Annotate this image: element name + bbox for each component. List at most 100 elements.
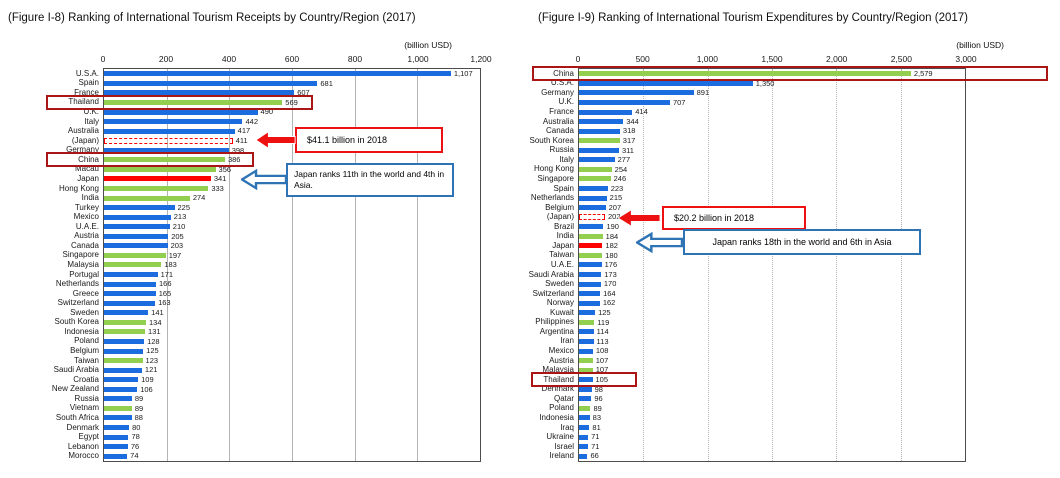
plot-area: 2,579 1,350 891 707 414 344 318 317 311 277 254 246… [578,68,966,462]
bar-row: 131 [104,327,480,337]
category-label: U.S.A. [75,68,99,78]
bar-green [104,166,216,172]
bar-row: 490 [104,107,480,117]
category-label: Australia [542,116,574,126]
category-label: Japan [552,240,574,250]
bar-blue [579,386,592,392]
bar-blue [104,109,258,115]
value-label: 121 [144,365,158,375]
bar-blue [104,90,295,96]
bar-green [579,252,603,258]
bar-blue [104,119,243,125]
bar-row: 114 [579,327,965,337]
category-label: Spain [553,183,574,193]
category-label: Germany [66,145,99,155]
category-label: China [78,154,99,164]
bar-row: 80 [104,423,480,433]
expenditures-chart-panel: (Figure I-9) Ranking of International To… [529,0,1060,478]
bar-green [579,233,603,239]
bar-green [104,252,166,258]
category-label: Austria [74,231,99,241]
bar-row: 89 [579,404,965,414]
highlight-box-china [46,152,254,168]
bar-green [104,319,146,325]
annotation-blue-box: Japan ranks 18th in the world and 6th in… [683,229,921,255]
bar-row: 414 [579,107,965,117]
bar-row: 105 [579,375,965,385]
value-label: 254 [614,164,628,174]
bar-row: 108 [579,346,965,356]
bar-row: 411 [104,136,480,146]
value-label: 197 [168,250,182,260]
bar-row: 123 [104,356,480,366]
bar-row: 128 [104,337,480,347]
bar-row: 318 [579,126,965,136]
value-label: 128 [147,336,160,346]
bar-row: 215 [579,193,965,203]
category-label: Malaysia [542,365,574,375]
value-label: 207 [608,202,622,212]
red-left-arrow-icon [617,207,661,234]
value-label: 225 [177,202,191,212]
value-label: 123 [145,355,159,365]
value-label: 277 [617,155,631,165]
unit-label: (billion USD) [956,40,1004,50]
bar-green [579,71,911,77]
bar-row: 254 [579,165,965,175]
bar-row: 356 [104,165,480,175]
category-label: Hong Kong [58,183,99,193]
category-label: Switzerland [532,288,574,298]
bar-blue [579,147,619,153]
bar-blue [104,367,142,373]
value-label: 83 [592,413,602,423]
value-label: 311 [622,145,634,155]
category-label: Ukraine [546,432,574,442]
bar-row: 71 [579,442,965,452]
bar-green [579,358,593,364]
bar-blue [579,415,590,421]
value-label: 176 [604,260,618,270]
bar-row: 98 [579,385,965,395]
bar-row: 165 [104,289,480,299]
value-label: 80 [132,422,141,432]
value-label: 411 [235,135,248,145]
category-label: Germany [541,87,574,97]
category-label: Italy [84,116,99,126]
bar-blue [579,434,589,440]
bar-green [579,176,611,182]
bar-blue [104,425,130,431]
bar-row: 125 [579,308,965,318]
gridline [417,69,419,461]
category-label: Vietnam [69,403,99,413]
bar-row: 89 [104,404,480,414]
bar-blue [104,147,229,153]
bar-row: 205 [104,232,480,242]
category-label: Israel [554,441,574,451]
value-label: 108 [595,346,609,356]
value-label: 131 [148,327,161,337]
category-label: New Zealand [51,384,99,394]
bar-row: 88 [104,413,480,423]
bar-green [104,329,146,335]
value-label: 1,350 [755,78,775,88]
x-tick-label: 0 [100,54,106,64]
category-label: Russia [549,145,574,155]
category-label: Poland [74,336,99,346]
annotation-text: Japan ranks 18th in the world and 6th in… [712,237,892,247]
category-label: Egypt [78,432,99,442]
bar-row: 107 [579,356,965,366]
bar-blue [579,157,615,163]
category-label: Ireland [549,451,574,461]
value-label: 274 [192,193,206,203]
bar-blue [579,205,606,211]
bar-blue [579,300,600,306]
highlight-box-china [532,66,1048,82]
bar-blue [579,291,601,297]
value-label: 107 [595,355,609,365]
x-tick-label: 400 [221,54,237,64]
bar-green [579,138,620,144]
bar-row: 81 [579,423,965,433]
category-label: Iraq [560,422,574,432]
bar-blue [104,396,132,402]
